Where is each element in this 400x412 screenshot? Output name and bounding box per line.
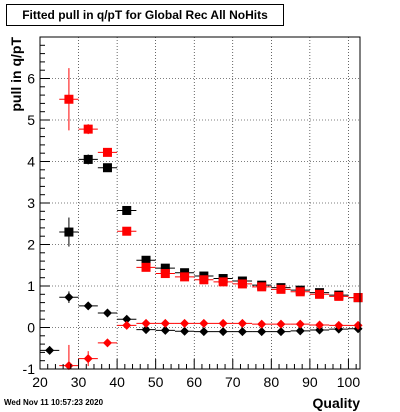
diamond-marker bbox=[218, 318, 228, 328]
diamond-marker bbox=[83, 354, 93, 364]
square-marker bbox=[122, 226, 132, 236]
square-marker bbox=[64, 227, 74, 237]
x-tick-label: 70 bbox=[225, 374, 241, 390]
square-marker bbox=[334, 291, 344, 301]
square-marker bbox=[83, 154, 93, 164]
axis-ticks: 20 30 40 50 60 70 80 90 100 -1 0 1 2 3 4 5 6 bbox=[23, 36, 361, 390]
data-markers bbox=[40, 68, 363, 371]
diamond-marker bbox=[257, 319, 267, 329]
y-tick-label: 1 bbox=[27, 278, 35, 294]
diamond-marker bbox=[180, 318, 190, 328]
y-tick-label: 3 bbox=[27, 195, 35, 211]
square-marker bbox=[141, 255, 151, 265]
x-tick-label: 80 bbox=[264, 374, 280, 390]
diamond-marker bbox=[315, 320, 325, 330]
y-axis-label: pull in q/pT bbox=[8, 37, 24, 112]
square-marker bbox=[102, 163, 112, 173]
diamond-marker bbox=[160, 325, 170, 335]
y-tick-label: 6 bbox=[27, 71, 35, 87]
square-marker bbox=[218, 277, 228, 287]
chart-title: Fitted pull in q/pT for Global Rec All N… bbox=[6, 4, 284, 26]
diamond-marker bbox=[122, 314, 132, 324]
square-marker bbox=[160, 269, 170, 279]
y-tick-label: 5 bbox=[27, 112, 35, 128]
diamond-marker bbox=[64, 292, 74, 302]
y-tick-label: -1 bbox=[23, 361, 36, 377]
x-tick-label: 30 bbox=[71, 374, 87, 390]
x-tick-label: 50 bbox=[148, 374, 164, 390]
y-tick-label: 2 bbox=[27, 237, 35, 253]
square-marker bbox=[237, 279, 247, 289]
diamond-marker bbox=[141, 325, 151, 335]
square-marker bbox=[257, 282, 267, 292]
diamond-marker bbox=[83, 301, 93, 311]
diamond-marker bbox=[315, 325, 325, 335]
square-marker bbox=[102, 147, 112, 157]
square-marker bbox=[315, 289, 325, 299]
square-marker bbox=[160, 263, 170, 273]
diamond-marker bbox=[199, 327, 209, 337]
diamond-marker bbox=[237, 318, 247, 328]
diamond-marker bbox=[257, 327, 267, 337]
y-tick-label: 0 bbox=[27, 320, 35, 336]
diamond-marker bbox=[102, 338, 112, 348]
diamond-marker bbox=[160, 318, 170, 328]
square-marker bbox=[83, 124, 93, 134]
x-tick-label: 20 bbox=[32, 374, 48, 390]
x-tick-label: 40 bbox=[109, 374, 125, 390]
diamond-marker bbox=[218, 327, 228, 337]
square-marker bbox=[64, 94, 74, 104]
diamond-marker bbox=[102, 308, 112, 318]
diamond-marker bbox=[276, 327, 286, 337]
square-marker bbox=[353, 293, 363, 303]
square-marker bbox=[199, 275, 209, 285]
diamond-marker bbox=[237, 327, 247, 337]
diamond-marker bbox=[45, 345, 55, 355]
diamond-marker bbox=[334, 320, 344, 330]
x-tick-label: 100 bbox=[337, 374, 361, 390]
x-axis-label: Quality bbox=[313, 395, 361, 411]
y-tick-label: 4 bbox=[27, 154, 35, 170]
timestamp: Wed Nov 11 10:57:23 2020 bbox=[4, 398, 104, 407]
x-tick-label: 90 bbox=[302, 374, 318, 390]
square-marker bbox=[122, 205, 132, 215]
diamond-marker bbox=[180, 326, 190, 336]
grid-lines bbox=[40, 37, 360, 369]
diamond-marker bbox=[276, 319, 286, 329]
diamond-marker bbox=[199, 318, 209, 328]
diamond-marker bbox=[122, 320, 132, 330]
diamond-marker bbox=[295, 326, 305, 336]
square-marker bbox=[141, 262, 151, 272]
diamond-marker bbox=[141, 318, 151, 328]
x-tick-label: 60 bbox=[186, 374, 202, 390]
square-marker bbox=[180, 272, 190, 282]
square-marker bbox=[276, 284, 286, 294]
diamond-marker bbox=[295, 319, 305, 329]
square-marker bbox=[295, 287, 305, 297]
